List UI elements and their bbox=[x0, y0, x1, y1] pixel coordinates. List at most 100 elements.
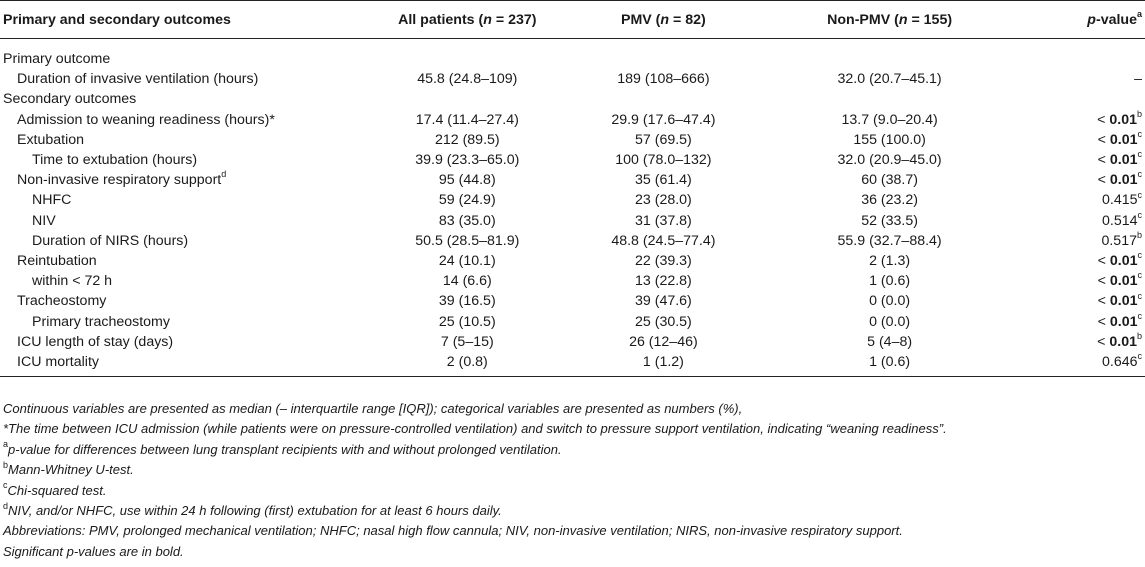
header-all-n: n bbox=[483, 11, 492, 28]
header-p-sup: a bbox=[1136, 8, 1142, 19]
cell-pmv: 48.8 (24.5–77.4) bbox=[611, 232, 716, 249]
row-label-footnote-marker: d bbox=[221, 169, 227, 180]
row-label-text: Primary tracheostomy bbox=[32, 313, 170, 330]
p-value-text: 0.415 bbox=[1101, 192, 1138, 209]
row-label: NHFC bbox=[0, 190, 383, 210]
cell-non-pmv: 32.0 (20.9–45.0) bbox=[837, 152, 942, 169]
cell-pmv: 23 (28.0) bbox=[635, 192, 692, 209]
p-value-prefix: < bbox=[1097, 333, 1110, 350]
row-label-text: ICU mortality bbox=[17, 353, 99, 370]
cell-pmv: 22 (39.3) bbox=[635, 252, 692, 269]
p-value-significant: 0.01 bbox=[1109, 172, 1138, 189]
table-row: Extubation 212 (89.5) 57 (69.5) 155 (100.0)… bbox=[0, 130, 1145, 150]
table-row: Time to extubation (hours) 39.9 (23.3–65.… bbox=[0, 150, 1145, 170]
p-value-test-marker: c bbox=[1137, 189, 1143, 200]
row-label-text: Secondary outcomes bbox=[3, 91, 137, 108]
cell-pmv: 100 (78.0–132) bbox=[615, 152, 712, 169]
cell-pmv: 25 (30.5) bbox=[635, 313, 692, 330]
p-value-significant: 0.01 bbox=[1109, 111, 1137, 128]
cell-p-value bbox=[1004, 39, 1145, 70]
table-row: Secondary outcomes bbox=[0, 89, 1145, 109]
row-label: Primary outcome bbox=[0, 39, 383, 70]
row-label: Non-invasive respiratory supportd bbox=[0, 170, 383, 190]
header-all-count: = 237) bbox=[491, 11, 537, 28]
cell-pmv bbox=[551, 89, 776, 109]
p-value-test-marker: b bbox=[1136, 108, 1142, 119]
p-value-significant: 0.01 bbox=[1109, 273, 1138, 290]
p-value-prefix: < bbox=[1097, 252, 1110, 269]
footnote-a: p-value for differences between lung tra… bbox=[8, 441, 562, 457]
row-label: Duration of invasive ventilation (hours) bbox=[0, 69, 383, 89]
cell-all-patients: 17.4 (11.4–27.4) bbox=[415, 111, 519, 128]
footnote-marker-a: a bbox=[3, 439, 9, 450]
p-value-test-marker: c bbox=[1137, 351, 1143, 362]
cell-non-pmv: 32.0 (20.7–45.1) bbox=[837, 71, 942, 88]
footnote-line: Continuous variables are presented as me… bbox=[3, 399, 1143, 419]
table-row: within < 72 h 14 (6.6) 13 (22.8) 1 (0.6) < 0… bbox=[0, 271, 1145, 291]
row-label: Admission to weaning readiness (hours)* bbox=[0, 110, 383, 130]
header-outcomes: Primary and secondary outcomes bbox=[0, 0, 384, 39]
row-label: Primary tracheostomy bbox=[0, 311, 383, 331]
table-footnotes: Continuous variables are presented as me… bbox=[3, 399, 1143, 562]
header-nonpmv-count: = 155) bbox=[907, 11, 953, 28]
row-label: NIV bbox=[0, 211, 383, 231]
table-row: NHFC 59 (24.9) 23 (28.0) 36 (23.2) 0.415c bbox=[0, 190, 1145, 210]
p-value-text: – bbox=[1134, 71, 1142, 88]
cell-pmv: 1 (1.2) bbox=[551, 351, 776, 377]
p-value-test-marker: c bbox=[1137, 169, 1143, 180]
row-label: Tracheostomy bbox=[0, 291, 383, 311]
cell-p-value: 0.514c bbox=[1004, 210, 1145, 231]
cell-pmv: 29.9 (17.6–47.4) bbox=[611, 111, 716, 128]
cell-non-pmv: 5 (4–8) bbox=[867, 333, 913, 350]
p-value-prefix: < bbox=[1097, 273, 1110, 290]
table-row: Primary outcome bbox=[0, 39, 1145, 70]
cell-all-patients: 25 (10.5) bbox=[438, 313, 496, 330]
cell-all-patients bbox=[383, 39, 551, 70]
header-nonpmv-label: Non-PMV ( bbox=[827, 11, 899, 28]
cell-all-patients: 39 (16.5) bbox=[438, 293, 496, 310]
header-all-patients: All patients (n = 237) bbox=[383, 0, 552, 39]
p-value-prefix: < bbox=[1097, 293, 1110, 310]
cell-all-patients: 24 (10.1) bbox=[438, 252, 496, 269]
p-value-significant: 0.01 bbox=[1109, 313, 1138, 330]
footnote-marker-b: b bbox=[3, 459, 9, 470]
row-label: Reintubation bbox=[0, 251, 383, 271]
header-non-pmv: Non-PMV (n = 155) bbox=[775, 0, 1004, 39]
cell-p-value: – bbox=[1004, 69, 1145, 89]
row-label: Extubation bbox=[0, 130, 383, 150]
cell-p-value: < 0.01c bbox=[1004, 251, 1145, 271]
cell-all-patients: 50.5 (28.5–81.9) bbox=[415, 232, 520, 249]
table-row: ICU length of stay (days) 7 (5–15) 26 (12–… bbox=[0, 331, 1145, 352]
header-pmv-n: n bbox=[660, 11, 670, 28]
cell-all-patients: 7 (5–15) bbox=[440, 333, 494, 350]
footnote-line: Abbreviations: PMV, prolonged mechanical… bbox=[3, 521, 1143, 541]
table-row: NIV 83 (35.0) 31 (37.8) 52 (33.5) 0.514c bbox=[0, 210, 1145, 231]
footnote-significance: Significant p-values are in bold. bbox=[3, 543, 184, 559]
p-value-significant: 0.01 bbox=[1109, 252, 1138, 269]
header-p-value: p-valuea bbox=[1003, 0, 1145, 39]
table-row: Tracheostomy 39 (16.5) 39 (47.6) 0 (0.0) < 0… bbox=[0, 291, 1145, 311]
row-label-text: Time to extubation (hours) bbox=[32, 152, 198, 169]
cell-p-value: < 0.01c bbox=[1004, 311, 1145, 331]
header-pmv-label: PMV ( bbox=[621, 11, 661, 28]
table-header: Primary and secondary outcomes All patie… bbox=[0, 0, 1145, 39]
cell-pmv: 13 (22.8) bbox=[635, 273, 692, 290]
row-label: Time to extubation (hours) bbox=[0, 150, 383, 170]
p-value-test-marker: c bbox=[1137, 310, 1143, 321]
footnote-line: *The time between ICU admission (while p… bbox=[3, 419, 1143, 439]
table-row: Primary tracheostomy 25 (10.5) 25 (30.5) 0 … bbox=[0, 311, 1145, 331]
cell-all-patients: 59 (24.9) bbox=[438, 192, 496, 209]
footnote-line: bMann-Whitney U-test. bbox=[3, 460, 1143, 480]
row-label-text: Primary outcome bbox=[3, 51, 111, 68]
p-value-test-marker: c bbox=[1137, 149, 1143, 160]
cell-pmv: 26 (12–46) bbox=[629, 333, 698, 350]
cell-pmv: 31 (37.8) bbox=[635, 212, 692, 229]
p-value-text: 0.517 bbox=[1101, 232, 1137, 249]
header-outcomes-text: Primary and secondary outcomes bbox=[3, 11, 231, 28]
p-value-test-marker: c bbox=[1137, 290, 1143, 301]
row-label-text: Extubation bbox=[17, 131, 85, 148]
footnote-line: cChi-squared test. bbox=[3, 481, 1143, 501]
p-value-test-marker: c bbox=[1137, 250, 1143, 261]
p-value-text: 0.514 bbox=[1101, 212, 1138, 229]
